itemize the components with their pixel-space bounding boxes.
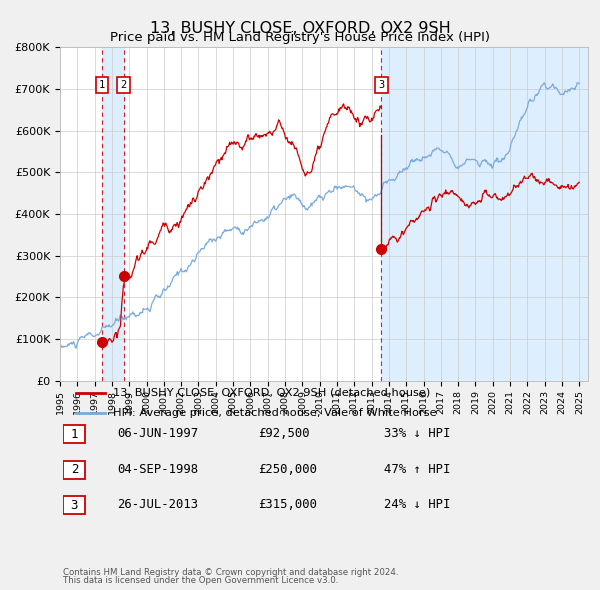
Text: HPI: Average price, detached house, Vale of White Horse: HPI: Average price, detached house, Vale…	[113, 408, 436, 418]
Bar	[382, 47, 588, 381]
Text: 47% ↑ HPI: 47% ↑ HPI	[384, 463, 451, 476]
Text: 1: 1	[71, 428, 78, 441]
Text: 13, BUSHY CLOSE, OXFORD, OX2 9SH: 13, BUSHY CLOSE, OXFORD, OX2 9SH	[149, 21, 451, 35]
Text: 24% ↓ HPI: 24% ↓ HPI	[384, 498, 451, 511]
Text: 26-JUL-2013: 26-JUL-2013	[117, 498, 198, 511]
Text: 3: 3	[379, 80, 385, 90]
Text: 13, BUSHY CLOSE, OXFORD, OX2 9SH (detached house): 13, BUSHY CLOSE, OXFORD, OX2 9SH (detach…	[113, 388, 430, 398]
Text: Contains HM Land Registry data © Crown copyright and database right 2024.: Contains HM Land Registry data © Crown c…	[63, 568, 398, 577]
Text: 06-JUN-1997: 06-JUN-1997	[117, 427, 198, 440]
Text: 2: 2	[121, 80, 127, 90]
Text: 2: 2	[71, 463, 78, 476]
Text: £92,500: £92,500	[258, 427, 310, 440]
Text: £315,000: £315,000	[258, 498, 317, 511]
Text: This data is licensed under the Open Government Licence v3.0.: This data is licensed under the Open Gov…	[63, 576, 338, 585]
Text: 1: 1	[99, 80, 106, 90]
Text: Price paid vs. HM Land Registry's House Price Index (HPI): Price paid vs. HM Land Registry's House …	[110, 31, 490, 44]
Bar	[102, 47, 124, 381]
Text: 04-SEP-1998: 04-SEP-1998	[117, 463, 198, 476]
Text: 33% ↓ HPI: 33% ↓ HPI	[384, 427, 451, 440]
Text: £250,000: £250,000	[258, 463, 317, 476]
Text: 3: 3	[71, 499, 78, 512]
